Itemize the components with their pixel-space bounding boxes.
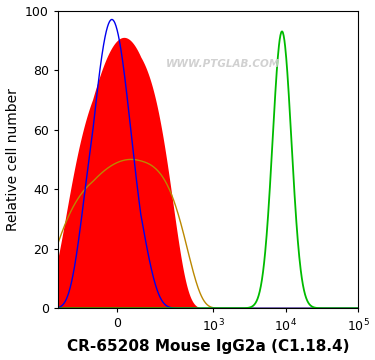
Y-axis label: Relative cell number: Relative cell number — [6, 88, 20, 231]
X-axis label: CR-65208 Mouse IgG2a (C1.18.4): CR-65208 Mouse IgG2a (C1.18.4) — [67, 339, 349, 355]
Text: WWW.PTGLAB.COM: WWW.PTGLAB.COM — [166, 59, 280, 69]
